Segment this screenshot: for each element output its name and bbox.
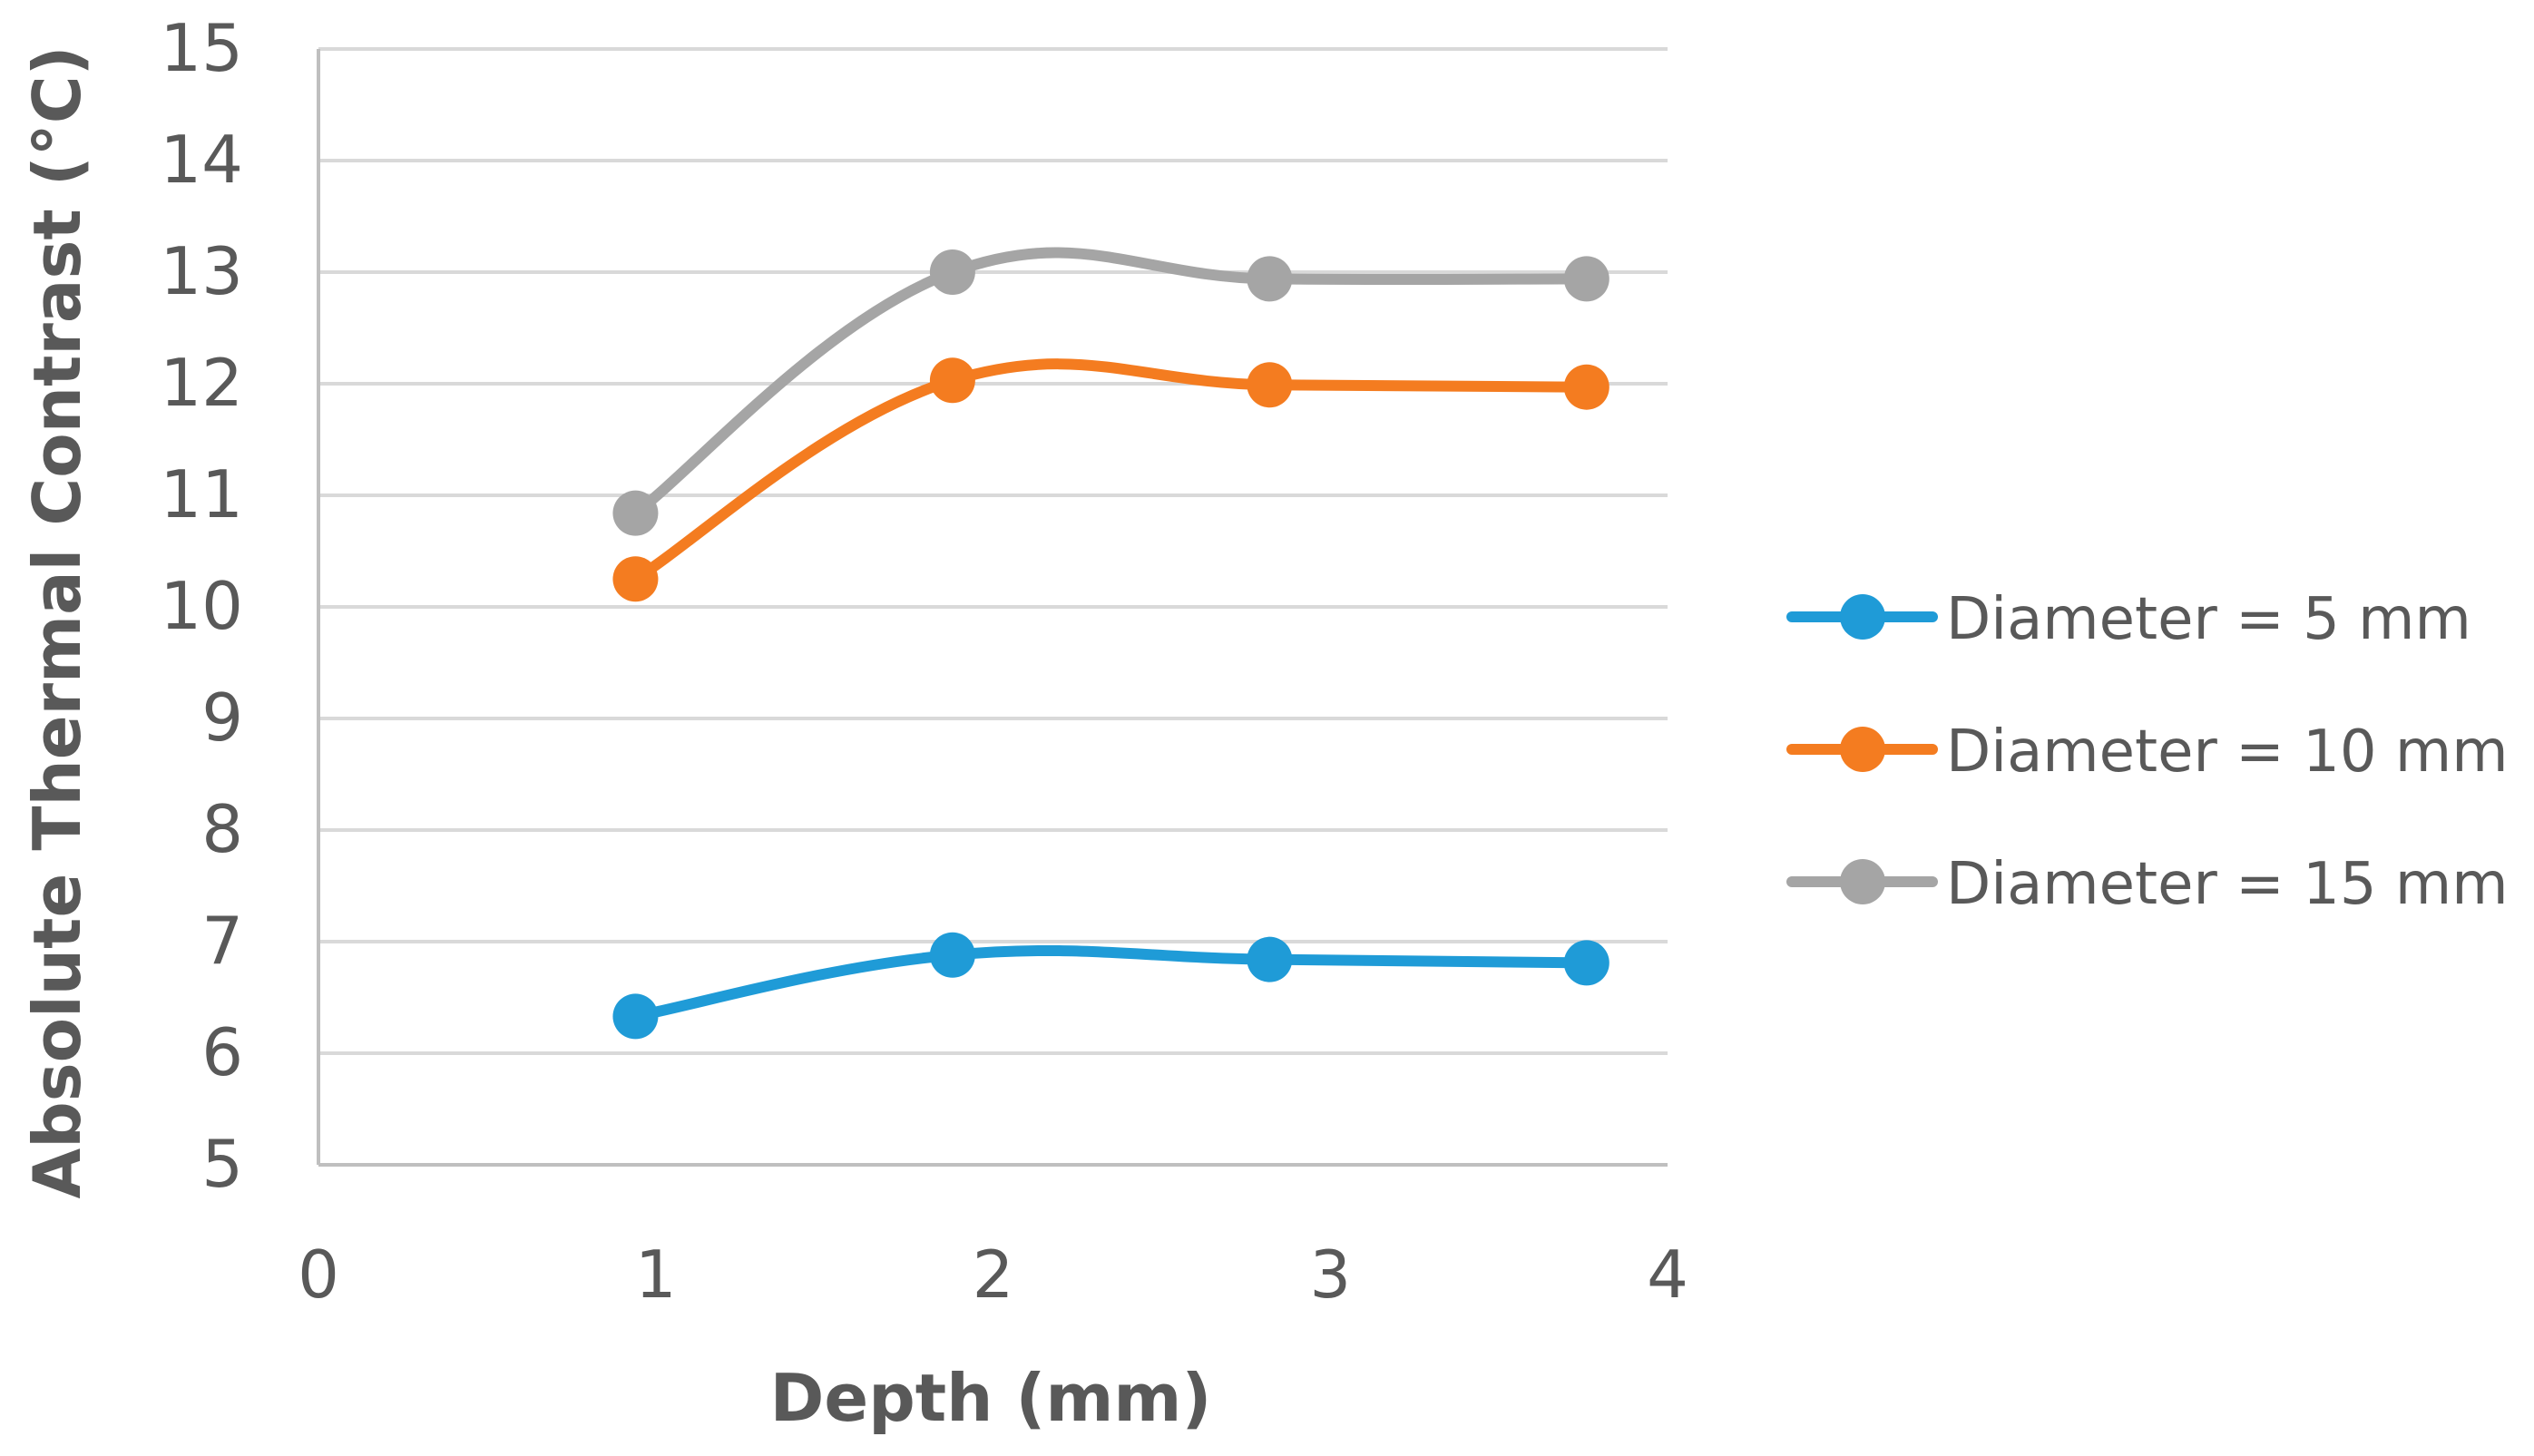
series-3 — [612, 247, 1609, 536]
y-axis-title: Absolute Thermal Contrast (°C) — [19, 46, 95, 1199]
series-1 — [612, 932, 1609, 1040]
legend-item: Diameter = 15 mm — [1786, 851, 2509, 918]
x-tick-label: 1 — [635, 1236, 677, 1313]
x-tick-label: 0 — [298, 1236, 339, 1313]
data-point — [612, 556, 659, 602]
x-tick-labels: 0 1 2 3 4 — [298, 1236, 1688, 1313]
series-group — [612, 247, 1609, 1040]
legend-label: Diameter = 10 mm — [1946, 718, 2509, 786]
legend-item: Diameter = 5 mm — [1786, 586, 2471, 653]
legend-swatch-marker — [1840, 594, 1885, 640]
legend-swatch-marker — [1840, 859, 1885, 904]
legend-item: Diameter = 10 mm — [1786, 718, 2509, 786]
data-point — [1563, 364, 1609, 410]
gridlines — [318, 47, 1668, 1055]
legend: Diameter = 5 mm Diameter = 10 mm Diameter … — [1786, 586, 2509, 918]
axes — [317, 49, 1668, 1167]
y-tick-label: 11 — [160, 456, 243, 533]
y-tick-label: 14 — [160, 122, 243, 198]
data-point — [929, 249, 975, 295]
series-2 — [612, 357, 1609, 602]
y-tick-label: 5 — [201, 1126, 243, 1202]
y-tick-label: 10 — [160, 568, 243, 644]
data-point — [1563, 256, 1609, 302]
y-tick-label: 7 — [201, 903, 243, 979]
data-point — [929, 932, 975, 978]
x-tick-label: 3 — [1309, 1236, 1351, 1313]
y-tick-label: 15 — [160, 10, 243, 86]
y-tick-label: 13 — [160, 233, 243, 309]
x-axis-title: Depth (mm) — [770, 1360, 1212, 1436]
series-line — [630, 247, 1592, 519]
data-point — [612, 993, 659, 1040]
data-point — [1247, 256, 1293, 302]
y-tick-label: 12 — [160, 345, 243, 421]
data-point — [1247, 936, 1293, 982]
data-point — [1247, 362, 1293, 408]
y-tick-labels: 5 6 7 8 9 10 11 12 13 14 15 — [160, 10, 243, 1202]
data-point — [929, 357, 975, 404]
series-line — [630, 944, 1592, 1022]
data-point — [612, 490, 659, 536]
x-tick-label: 2 — [973, 1236, 1014, 1313]
data-point — [1563, 940, 1609, 986]
legend-label: Diameter = 5 mm — [1946, 586, 2471, 653]
x-tick-label: 4 — [1647, 1236, 1688, 1313]
y-tick-label: 9 — [201, 679, 243, 756]
series-line — [630, 358, 1592, 585]
legend-swatch-marker — [1840, 727, 1885, 772]
y-tick-label: 8 — [201, 791, 243, 867]
y-tick-label: 6 — [201, 1014, 243, 1090]
legend-label: Diameter = 15 mm — [1946, 851, 2509, 918]
